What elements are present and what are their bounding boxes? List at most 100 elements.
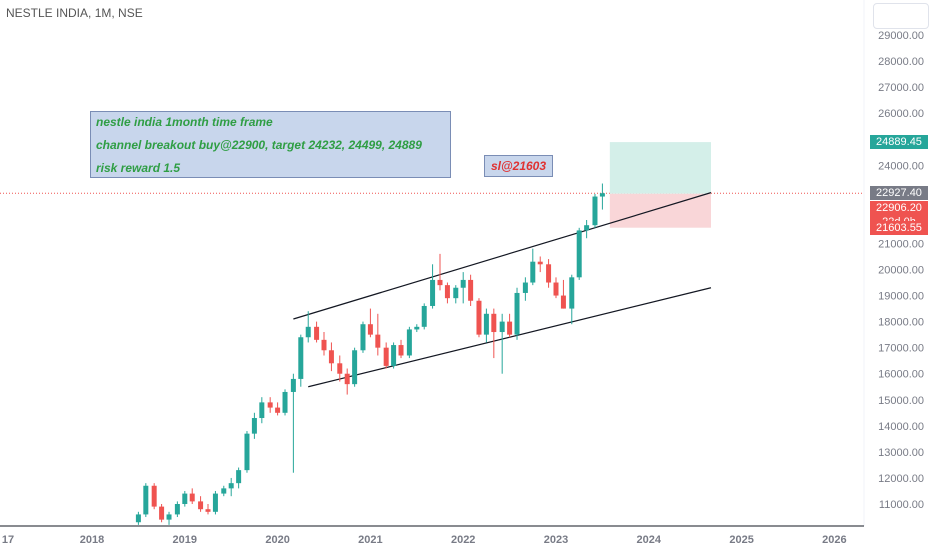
candle-body — [298, 337, 304, 379]
candle-body — [282, 391, 288, 413]
candle — [337, 355, 343, 382]
last-price-tag: 22927.40 — [870, 186, 928, 201]
candle — [375, 313, 381, 356]
candle — [576, 227, 582, 280]
y-tick-label: 24000.00 — [878, 160, 924, 172]
x-tick-label: 17 — [2, 534, 14, 546]
candle-body — [244, 433, 250, 471]
candle-body — [430, 279, 436, 306]
candle — [143, 483, 149, 518]
candle-body — [143, 485, 149, 515]
candle-body — [259, 402, 265, 419]
candle — [282, 389, 288, 416]
candle-body — [205, 509, 211, 512]
candle — [383, 342, 389, 369]
candle-body — [507, 321, 513, 335]
candle-body — [290, 378, 296, 392]
candle-body — [522, 282, 528, 293]
candle — [212, 490, 218, 515]
candle-body — [421, 305, 427, 327]
candle-body — [383, 347, 389, 366]
candle — [166, 511, 172, 525]
channel-upper-trendline — [293, 192, 712, 320]
candle-body — [352, 350, 358, 385]
candle — [236, 467, 242, 489]
x-tick-label: 2021 — [358, 534, 382, 546]
y-tick-label: 14000.00 — [878, 421, 924, 433]
y-tick-label: 17000.00 — [878, 343, 924, 355]
candle-body — [328, 350, 334, 364]
y-tick-label: 28000.00 — [878, 56, 924, 68]
candle — [460, 272, 466, 304]
symbol-title: NESTLE INDIA, 1M, NSE — [6, 6, 143, 20]
stop-price-tag: 21603.55 — [870, 220, 928, 235]
candle — [537, 256, 543, 273]
candle — [483, 308, 489, 343]
candle-body — [584, 225, 590, 231]
y-tick-label: 15000.00 — [878, 395, 924, 407]
candle — [560, 279, 566, 309]
candle-body — [391, 345, 397, 366]
candle-body — [198, 501, 204, 510]
candle — [244, 431, 250, 473]
y-tick-label: 26000.00 — [878, 108, 924, 120]
y-tick-label: 29000.00 — [878, 30, 924, 42]
candle — [189, 488, 195, 504]
annotation-note[interactable]: nestle india 1month time frame channel b… — [90, 111, 451, 178]
candle — [344, 368, 350, 395]
candle-body — [437, 279, 443, 286]
candle — [546, 259, 552, 288]
x-tick-label: 2018 — [80, 534, 104, 546]
axes: 11000.00 12000.00 13000.00 14000.00 15000.00… — [0, 30, 924, 546]
candle — [476, 298, 482, 338]
candle — [569, 274, 575, 325]
candle — [599, 183, 605, 210]
candle-body — [546, 264, 552, 283]
candle — [430, 264, 436, 309]
candle-body — [592, 196, 598, 226]
candle-body — [468, 279, 474, 301]
candle — [398, 339, 404, 359]
x-tick-label: 2022 — [451, 534, 475, 546]
candles — [135, 183, 605, 525]
candle-body — [406, 329, 412, 356]
candle — [135, 511, 141, 525]
y-tick-label: 19000.00 — [878, 291, 924, 303]
y-tick-label: 18000.00 — [878, 317, 924, 329]
stop-loss-note[interactable]: sl@21603 — [484, 155, 553, 177]
note-line-3: risk reward 1.5 — [96, 161, 181, 175]
x-tick-label: 2024 — [637, 534, 662, 546]
candle — [221, 485, 227, 497]
candle-body — [166, 514, 172, 520]
candle — [391, 342, 397, 369]
candle-body — [305, 326, 311, 338]
y-tick-label: 12000.00 — [878, 473, 924, 485]
candle — [499, 313, 505, 374]
note-line-1: nestle india 1month time frame — [96, 115, 273, 129]
candle — [491, 308, 497, 359]
chart-settings-button[interactable] — [873, 3, 929, 29]
target-zone — [609, 142, 711, 194]
candle-body — [251, 418, 257, 434]
candle-body — [159, 506, 165, 520]
candle — [321, 332, 327, 356]
candle — [514, 287, 520, 340]
grid — [0, 0, 865, 526]
candle-body — [275, 407, 281, 413]
x-tick-label: 2020 — [265, 534, 289, 546]
candle — [159, 504, 165, 523]
y-tick-label: 27000.00 — [878, 82, 924, 94]
candle-body — [398, 345, 404, 356]
target-price-tag: 24889.45 — [870, 135, 928, 150]
candle-body — [221, 488, 227, 494]
x-tick-label: 2023 — [544, 534, 568, 546]
candle-body — [360, 324, 366, 351]
candle-body — [537, 261, 543, 265]
candle — [530, 248, 536, 286]
candle — [290, 373, 296, 473]
y-tick-label: 16000.00 — [878, 369, 924, 381]
candle — [182, 490, 188, 507]
candle — [360, 321, 366, 353]
candle-body — [375, 334, 381, 348]
